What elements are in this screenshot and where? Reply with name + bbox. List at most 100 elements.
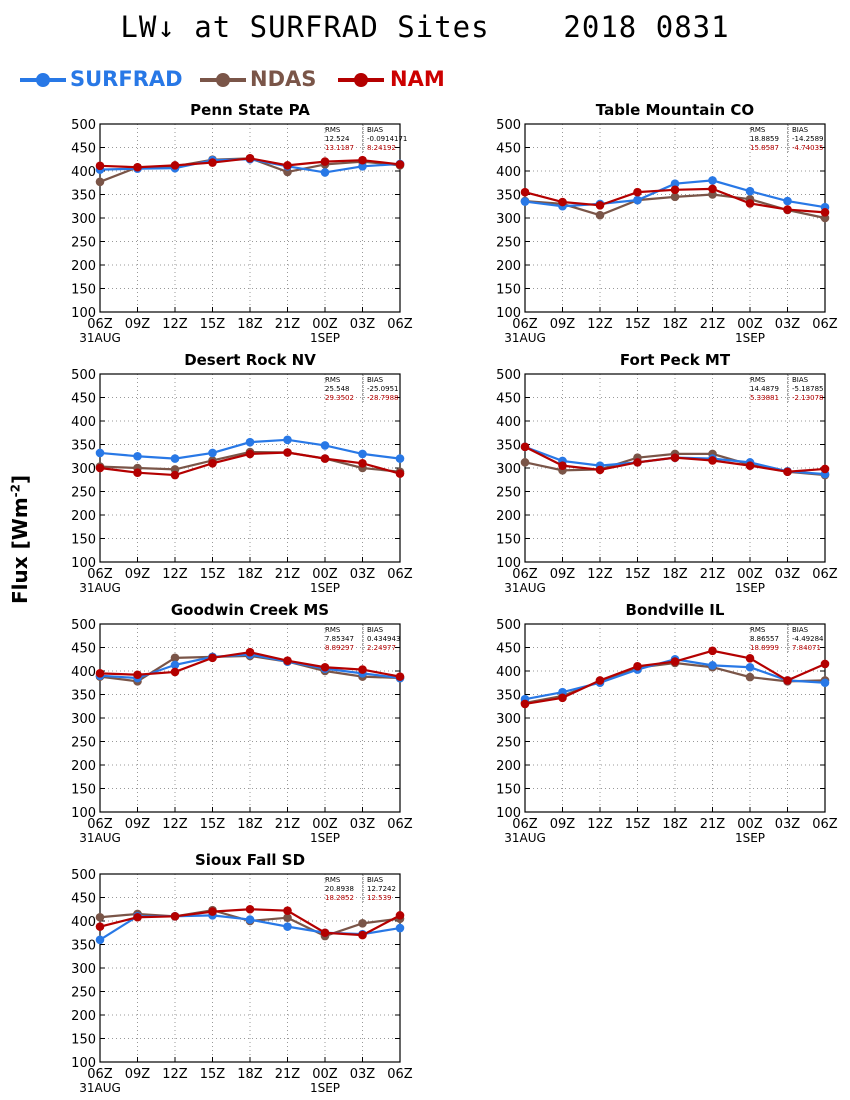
data-point-surfrad (245, 437, 255, 447)
stats-nam-bias: 2.24977 (367, 644, 396, 652)
x-tick-label: 18Z (237, 1067, 263, 1082)
y-tick-label: 350 (71, 939, 96, 954)
stats-nam-bias: -2.13078 (792, 394, 823, 402)
x-tick-label: 06Z (87, 317, 113, 332)
data-point-nam (320, 928, 330, 938)
data-point-nam (820, 659, 830, 669)
x-tick-label: 12Z (162, 317, 188, 332)
x-tick-label: 03Z (775, 567, 801, 582)
x-tick-label: 06Z (387, 1067, 413, 1082)
data-point-nam (633, 458, 642, 467)
date-label: 1SEP (310, 581, 340, 595)
data-point-surfrad (745, 662, 755, 672)
date-label: 1SEP (310, 831, 340, 845)
y-tick-label: 200 (496, 259, 521, 274)
y-tick-label: 450 (71, 892, 96, 907)
y-tick-label: 100 (71, 1056, 96, 1071)
x-tick-label: 09Z (125, 567, 151, 582)
x-tick-label: 18Z (237, 567, 263, 582)
x-tick-label: 18Z (662, 567, 688, 582)
data-point-nam (208, 907, 217, 916)
y-tick-label: 450 (71, 142, 96, 157)
y-tick-label: 100 (496, 306, 521, 321)
date-label: 31AUG (504, 581, 546, 595)
date-label: 31AUG (79, 581, 121, 595)
stats-header-bias: BIAS (367, 876, 384, 884)
y-tick-label: 150 (71, 533, 96, 548)
stats-nam-rms: 18.2852 (325, 894, 354, 902)
data-point-nam (595, 201, 605, 210)
date-label: 31AUG (79, 331, 121, 345)
data-point-nam (745, 461, 755, 470)
panel-5: Bondville IL 100 150 200 250 300 350 400 450 500 0… (496, 601, 838, 845)
x-tick-label: 06Z (387, 567, 413, 582)
data-point-surfrad (283, 435, 292, 445)
x-tick-label: 12Z (587, 817, 613, 832)
data-point-surfrad (633, 195, 642, 205)
x-tick-label: 15Z (625, 817, 651, 832)
stats-header-bias: BIAS (792, 126, 809, 134)
y-tick-label: 200 (496, 759, 521, 774)
stats-ndas-bias: -5.18785 (792, 385, 823, 393)
y-tick-label: 250 (71, 486, 96, 501)
stats-ndas-rms: 12.524 (325, 135, 350, 143)
x-tick-label: 15Z (200, 1067, 226, 1082)
y-tick-label: 350 (496, 689, 521, 704)
data-point-surfrad (520, 197, 530, 206)
panel-2: Desert Rock NV 100 150 200 250 300 350 400 450 50… (71, 351, 413, 595)
data-point-nam (170, 912, 180, 921)
y-tick-label: 400 (71, 165, 96, 180)
y-tick-label: 150 (496, 533, 521, 548)
data-point-nam (208, 653, 217, 663)
data-point-nam (358, 155, 367, 165)
x-tick-label: 15Z (200, 817, 226, 832)
y-tick-label: 100 (71, 306, 96, 321)
date-label: 31AUG (79, 1081, 121, 1095)
data-point-nam (358, 930, 367, 940)
y-tick-label: 500 (496, 368, 521, 383)
data-point-nam (245, 647, 255, 657)
x-tick-label: 06Z (87, 817, 113, 832)
stats-nam-rms: 13.1187 (325, 144, 354, 152)
x-tick-label: 12Z (587, 567, 613, 582)
x-tick-label: 09Z (550, 567, 576, 582)
x-tick-label: 09Z (550, 817, 576, 832)
data-point-nam (558, 461, 567, 470)
data-point-nam (708, 646, 717, 656)
data-point-nam (95, 669, 105, 678)
data-point-ndas (595, 210, 605, 220)
panel-title: Sioux Fall SD (195, 851, 305, 869)
x-tick-label: 06Z (387, 817, 413, 832)
data-point-surfrad (95, 935, 105, 945)
y-tick-label: 250 (71, 986, 96, 1001)
panel-title: Fort Peck MT (620, 351, 731, 369)
x-tick-label: 18Z (237, 817, 263, 832)
y-tick-label: 350 (71, 439, 96, 454)
x-tick-label: 06Z (512, 567, 538, 582)
stats-nam-rms: 18.8999 (750, 644, 779, 652)
x-tick-label: 18Z (237, 317, 263, 332)
stats-nam-rms: 8.89297 (325, 644, 354, 652)
x-tick-label: 12Z (587, 317, 613, 332)
stats-nam-rms: 15.8587 (750, 144, 779, 152)
data-point-nam (395, 469, 405, 478)
data-point-nam (133, 468, 142, 478)
y-tick-label: 150 (496, 283, 521, 298)
x-tick-label: 15Z (200, 567, 226, 582)
data-point-nam (95, 922, 105, 931)
data-point-nam (283, 448, 292, 457)
stats-nam-rms: 5.33881 (750, 394, 779, 402)
date-label: 1SEP (735, 331, 765, 345)
data-point-surfrad (783, 196, 792, 206)
data-point-ndas (170, 653, 180, 663)
data-point-nam (783, 676, 792, 685)
data-point-ndas (670, 192, 680, 202)
stats-nam-rms: 29.3502 (325, 394, 354, 402)
data-point-surfrad (133, 451, 142, 461)
y-tick-label: 100 (71, 806, 96, 821)
x-tick-label: 21Z (275, 1067, 301, 1082)
x-tick-label: 21Z (700, 317, 726, 332)
panel-4: Goodwin Creek MS 100 150 200 250 300 350 400 450… (71, 601, 413, 845)
x-tick-label: 00Z (737, 567, 763, 582)
